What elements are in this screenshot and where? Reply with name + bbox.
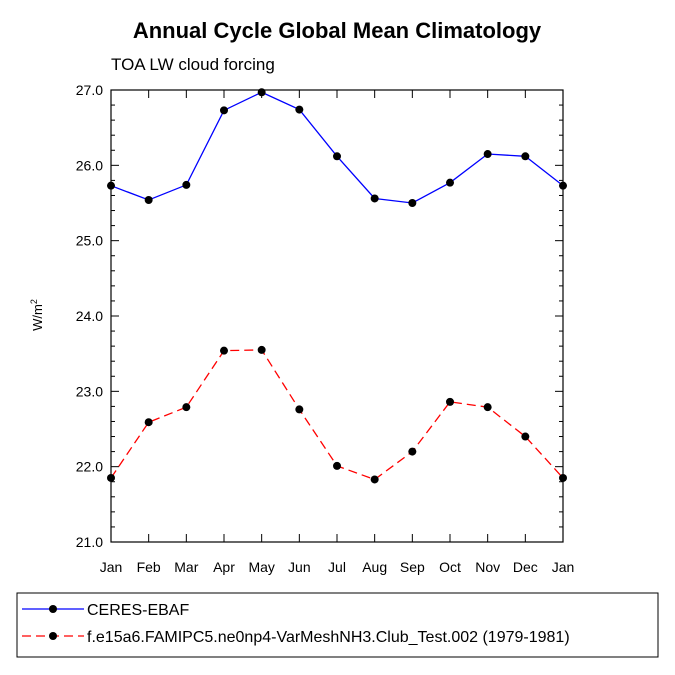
- x-tick-label: Dec: [513, 559, 538, 575]
- series-layer: [107, 88, 567, 484]
- y-tick-label: 22.0: [76, 459, 103, 475]
- x-tick-label: Jun: [288, 559, 311, 575]
- data-point: [483, 403, 492, 412]
- y-tick-label: 25.0: [76, 233, 103, 249]
- data-point: [182, 180, 191, 189]
- data-point: [408, 199, 417, 207]
- x-tick-label: Oct: [439, 559, 461, 575]
- data-point: [220, 346, 228, 355]
- series-1: [107, 88, 567, 207]
- legend-label: CERES-EBAF: [87, 602, 189, 619]
- x-tick-label: Jul: [328, 559, 346, 575]
- data-point: [295, 405, 304, 414]
- x-tick-label: Mar: [174, 559, 198, 575]
- x-tick-label: Jan: [552, 559, 575, 575]
- data-point: [257, 345, 266, 354]
- y-tick-label: 26.0: [76, 157, 103, 173]
- legend-marker: [49, 632, 57, 640]
- y-axis-label-text: W/m: [30, 304, 45, 331]
- legend: CERES-EBAF f.e15a6.FAMIPC5.ne0np4-VarMesh…: [16, 592, 659, 658]
- data-point: [220, 106, 228, 115]
- y-tick-label: 27.0: [76, 82, 103, 98]
- svg-text:W/m2: W/m2: [29, 299, 45, 331]
- axis-tick-labels: 21.0 22.0 23.0 24.0 25.0 26.0 27.0 Jan Feb Mar Apr…: [76, 82, 575, 575]
- axis-ticks: [110, 89, 564, 543]
- y-tick-label: 21.0: [76, 534, 103, 550]
- data-point: [144, 418, 153, 427]
- data-point: [107, 473, 115, 482]
- data-point: [144, 195, 153, 204]
- data-point: [408, 447, 417, 456]
- chart-subtitle: TOA LW cloud forcing: [111, 55, 275, 74]
- legend-label: f.e15a6.FAMIPC5.ne0np4-VarMeshNH3.Club_T…: [87, 629, 570, 646]
- data-point: [559, 473, 567, 482]
- y-axis-label-superscript: 2: [29, 299, 39, 304]
- data-point: [107, 181, 115, 190]
- data-point: [446, 397, 454, 406]
- x-tick-label: Sep: [400, 559, 425, 575]
- y-tick-label: 24.0: [76, 308, 103, 324]
- data-point: [182, 403, 191, 412]
- chart-title: Annual Cycle Global Mean Climatology: [133, 18, 542, 43]
- data-point: [333, 152, 341, 161]
- x-tick-label: Apr: [213, 559, 235, 575]
- y-tick-label: 23.0: [76, 383, 103, 399]
- data-point: [483, 150, 492, 159]
- series-line: [110, 91, 564, 204]
- data-point: [370, 194, 379, 203]
- data-point: [446, 178, 454, 187]
- series-line: [110, 349, 564, 481]
- x-tick-label: May: [248, 559, 274, 575]
- data-point: [257, 88, 266, 97]
- x-tick-label: Aug: [362, 559, 387, 575]
- x-tick-label: Feb: [137, 559, 161, 575]
- legend-frame: [16, 592, 659, 658]
- y-axis-label: W/m2: [29, 299, 45, 331]
- data-point: [559, 181, 567, 190]
- data-point: [295, 105, 304, 114]
- x-tick-label: Nov: [475, 559, 500, 575]
- data-point: [333, 461, 341, 470]
- x-tick-label: Jan: [100, 559, 123, 575]
- series-2: [107, 345, 567, 484]
- data-point: [370, 475, 379, 484]
- legend-marker: [49, 605, 57, 613]
- data-point: [521, 432, 530, 441]
- data-point: [521, 152, 530, 161]
